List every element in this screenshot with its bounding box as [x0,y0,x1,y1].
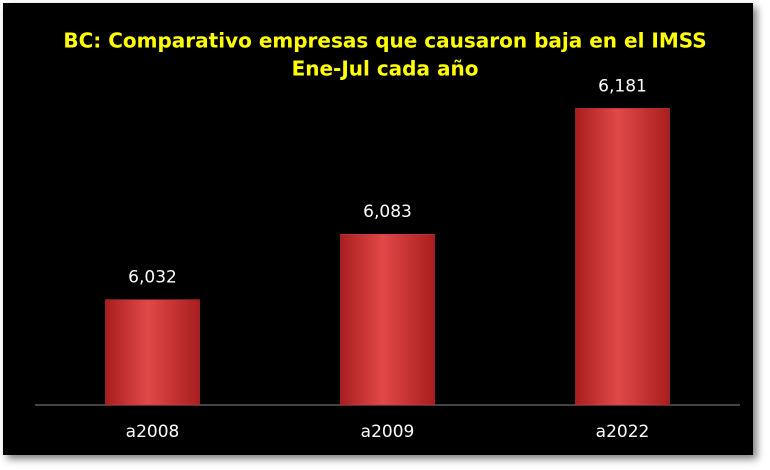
value-label: 6,032 [128,268,177,288]
value-label: 6,083 [363,202,412,222]
chart-subtitle: Ene-Jul cada año [292,57,479,81]
x-tick-label: a2009 [361,422,415,442]
bar [575,108,670,406]
value-label: 6,181 [598,76,647,96]
bar [340,233,435,406]
chart-title: BC: Comparativo empresas que causaron ba… [63,29,706,53]
x-tick-label: a2008 [126,422,180,442]
bar [105,299,200,406]
x-tick-label: a2022 [596,422,650,442]
